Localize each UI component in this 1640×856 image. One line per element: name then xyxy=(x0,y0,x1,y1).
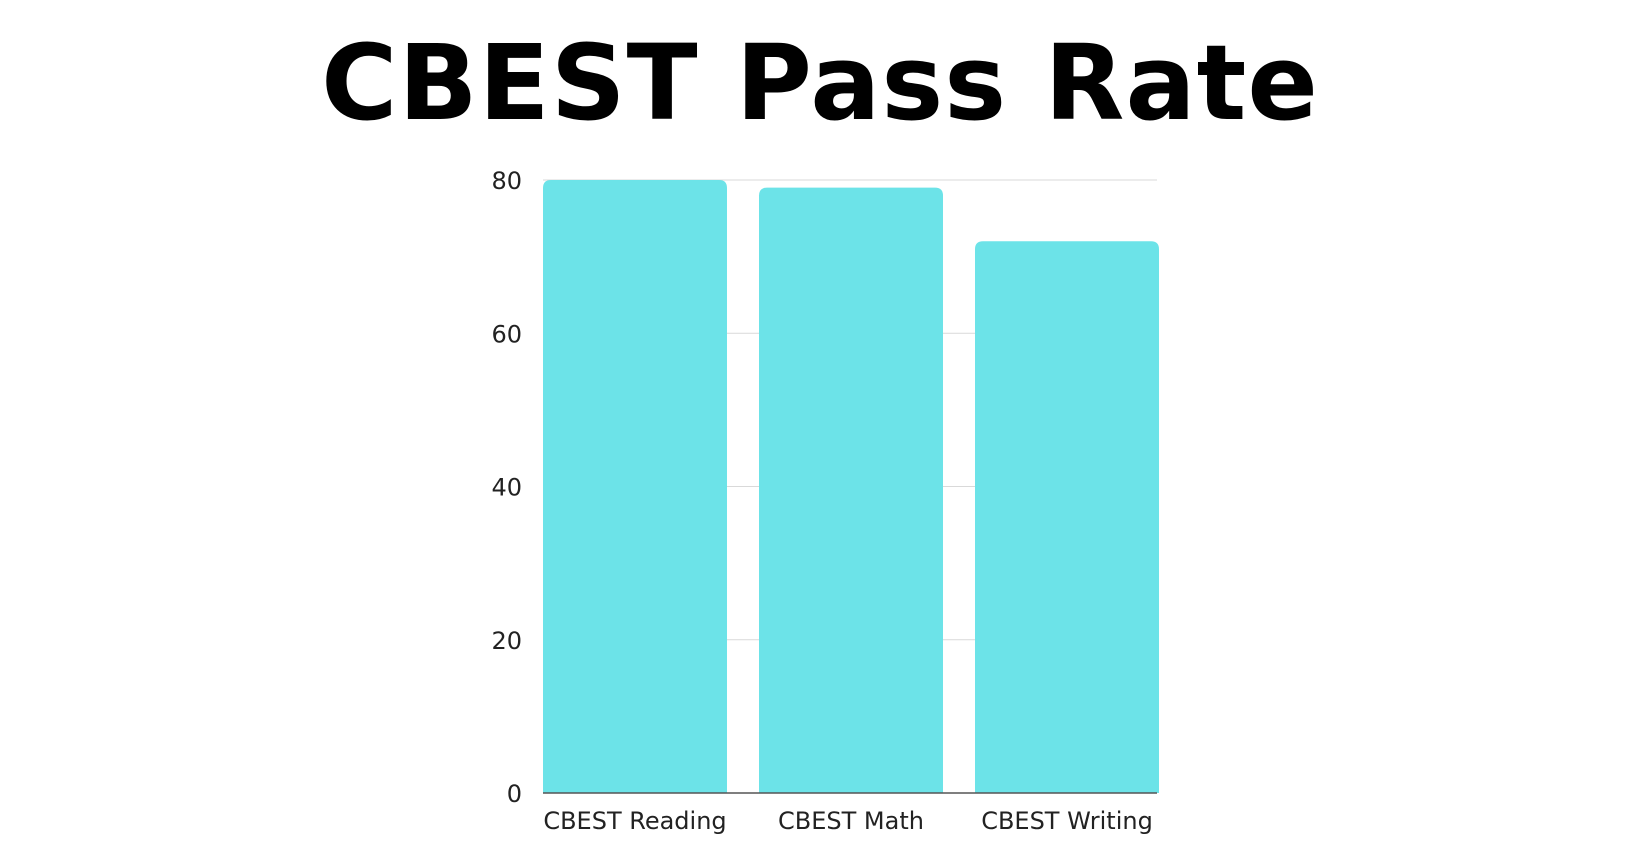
x-category-label-1: CBEST Math xyxy=(778,807,924,835)
bar-cbest-writing xyxy=(975,241,1159,794)
y-tick-label-80: 80 xyxy=(491,167,522,195)
chart-title: CBEST Pass Rate xyxy=(321,22,1319,144)
y-tick-label-20: 20 xyxy=(491,627,522,655)
x-category-label-2: CBEST Writing xyxy=(981,807,1153,835)
bars xyxy=(543,180,1159,794)
y-axis-ticks: 0 20 40 60 80 xyxy=(491,167,522,808)
y-tick-label-60: 60 xyxy=(491,320,522,348)
x-category-label-0: CBEST Reading xyxy=(543,807,726,835)
y-tick-label-0: 0 xyxy=(507,780,522,808)
y-tick-label-40: 40 xyxy=(491,474,522,502)
bar-cbest-math xyxy=(759,187,943,794)
x-axis-category-labels: CBEST Reading CBEST Math CBEST Writing xyxy=(543,807,1152,835)
bar-cbest-reading xyxy=(543,180,727,793)
